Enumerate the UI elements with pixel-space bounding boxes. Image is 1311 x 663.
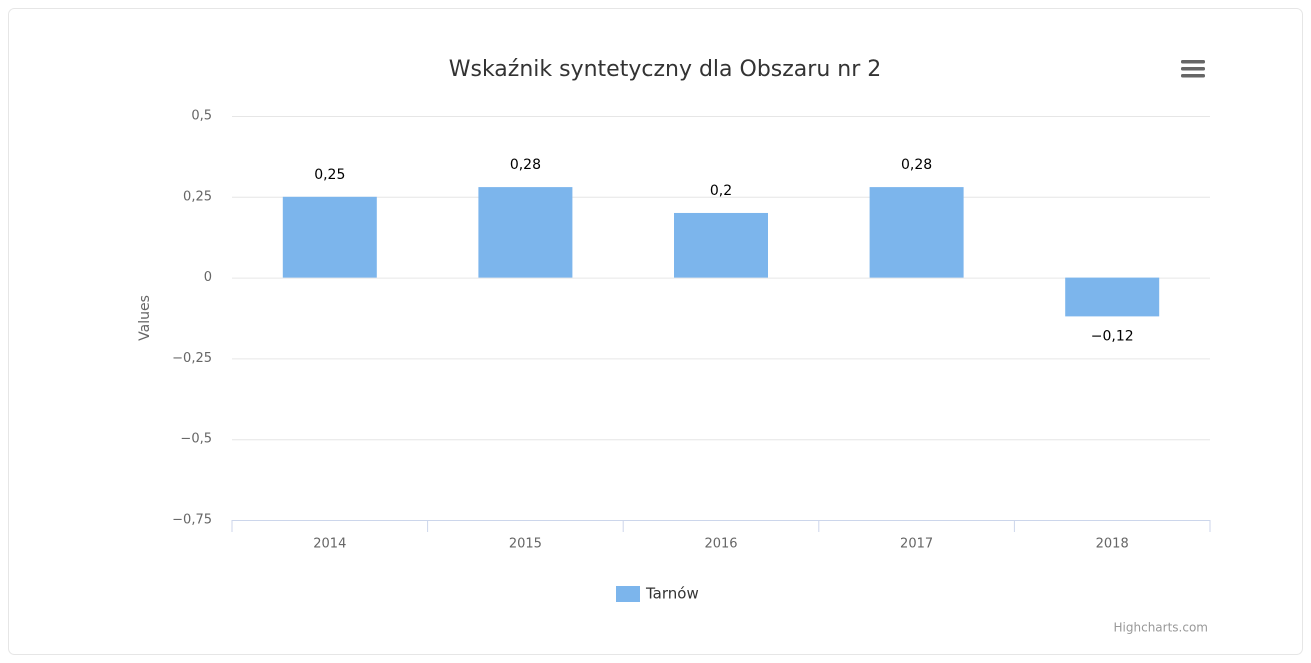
card <box>8 8 1303 655</box>
data-label: 0,28 <box>901 157 932 173</box>
x-tick-label: 2018 <box>1096 537 1129 552</box>
y-tick-label: −0,75 <box>172 513 212 528</box>
bar <box>1065 277 1160 317</box>
x-tick-label: 2015 <box>509 537 542 552</box>
y-tick-label: 0 <box>204 270 212 285</box>
bar <box>674 212 768 278</box>
chart-title: Wskaźnik syntetyczny dla Obszaru nr 2 <box>449 57 882 82</box>
menu-bar <box>1181 67 1205 71</box>
x-tick-label: 2014 <box>313 537 346 552</box>
y-tick-label: −0,25 <box>172 351 212 366</box>
y-axis-title: Values <box>137 295 153 341</box>
menu-bar <box>1181 60 1205 64</box>
bar <box>869 187 964 278</box>
data-label: 0,25 <box>314 167 345 183</box>
y-tick-label: 0,25 <box>183 189 212 204</box>
bar <box>478 187 573 278</box>
menu-button[interactable] <box>1181 60 1205 78</box>
y-tick-label: 0,5 <box>191 109 212 124</box>
credits[interactable]: Highcharts.com <box>1114 621 1208 635</box>
x-tick-label: 2017 <box>900 537 933 552</box>
data-label: 0,28 <box>510 157 541 173</box>
data-label: 0,2 <box>710 183 732 199</box>
legend-label: Tarnów <box>645 585 699 603</box>
y-tick-label: −0,5 <box>180 432 212 447</box>
x-tick-label: 2016 <box>704 537 737 552</box>
menu-bar <box>1181 74 1205 78</box>
bar <box>282 196 377 278</box>
legend-swatch <box>616 586 640 602</box>
data-label: −0,12 <box>1091 328 1134 344</box>
